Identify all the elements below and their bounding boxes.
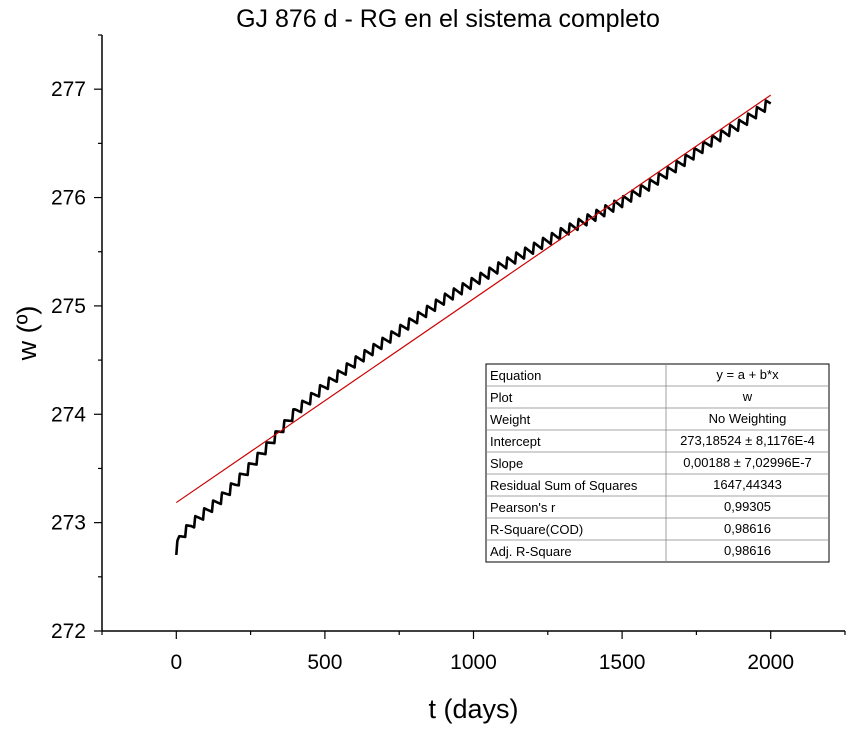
table-value-cell: 0,99305 (724, 499, 771, 514)
plot-area (175, 94, 772, 556)
table-value-cell: w (742, 389, 753, 404)
table-value-cell: 273,18524 ± 8,1176E-4 (680, 433, 815, 448)
table-label-cell: Plot (490, 390, 513, 405)
x-tick-label: 1500 (599, 651, 646, 674)
table-value-cell: y = a + b*x (716, 367, 779, 382)
fit-statistics-table: Equation y = a + b*x Plot w Weight No Weighti… (485, 363, 830, 563)
table-label-cell: Weight (490, 412, 531, 427)
x-tick-label: 1000 (450, 651, 497, 674)
table-value-cell: 0,98616 (724, 521, 771, 536)
table-label-cell: Slope (490, 456, 523, 471)
table-value-cell: No Weighting (709, 411, 787, 426)
y-tick-label: 275 (51, 295, 86, 318)
y-tick-label: 274 (51, 403, 86, 426)
chart-title: GJ 876 d - RG en el sistema completo (236, 5, 660, 33)
table-value-cell: 1647,44343 (713, 477, 782, 492)
table-frame (485, 363, 830, 563)
linear-fit-line (175, 94, 772, 504)
x-tick-label: 2000 (747, 651, 794, 674)
table-label-cell: Equation (490, 368, 541, 383)
y-tick-label: 273 (51, 512, 86, 535)
table-value-cell: 0,98616 (724, 543, 771, 558)
x-tick-label: 500 (307, 651, 342, 674)
table-label-cell: Pearson's r (490, 500, 556, 515)
axes: 0 500 1000 1500 2000 272 273 274 275 276 277 (51, 34, 846, 674)
y-tick-label: 272 (51, 620, 86, 643)
table-value-cell: 0,00188 ± 7,02996E-7 (683, 455, 812, 470)
table-label-cell: Adj. R-Square (490, 544, 572, 559)
series-w-line (175, 99, 772, 556)
y-axis-title: w (º) (12, 306, 42, 362)
y-tick-label: 277 (51, 78, 86, 101)
table-label-cell: Intercept (490, 434, 541, 449)
x-axis-title: t (days) (428, 694, 518, 724)
table-label-cell: R-Square(COD) (490, 522, 583, 537)
y-tick-label: 276 (51, 187, 86, 210)
x-tick-label: 0 (170, 651, 182, 674)
table-label-cell: Residual Sum of Squares (490, 478, 638, 493)
